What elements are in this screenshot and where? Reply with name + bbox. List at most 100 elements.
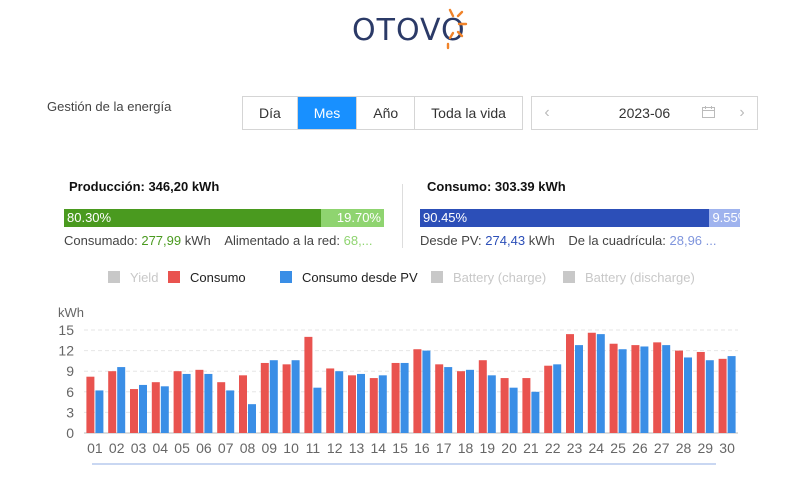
x-tick-label: 11 <box>306 440 321 456</box>
legend-item-battery-charge[interactable]: Battery (charge) <box>431 270 546 285</box>
production-self-consumed-segment: 80.30% <box>64 209 321 227</box>
x-tick-label: 08 <box>240 440 256 456</box>
grid-label: De la cuadrícula: <box>568 233 666 248</box>
bar-consumo <box>391 362 400 433</box>
consumption-title: Consumo: 303.39 kWh <box>427 179 566 194</box>
bar-consumo <box>544 365 553 433</box>
legend-item-battery-discharge[interactable]: Battery (discharge) <box>563 270 695 285</box>
chart-legend: Yield Consumo Consumo desde PV Battery (… <box>0 270 800 290</box>
legend-label: Consumo desde PV <box>302 270 418 285</box>
bar-consumo <box>369 378 378 433</box>
legend-label: Yield <box>130 270 159 285</box>
consumed-label: Consumado: <box>64 233 138 248</box>
bar-consumo <box>653 342 662 433</box>
bar-consumo-desde-pv <box>226 390 235 433</box>
bar-consumo-desde-pv <box>357 373 365 433</box>
chevron-left-icon[interactable]: ‹ <box>544 104 550 121</box>
x-tick-label: 24 <box>589 440 605 456</box>
consumption-bar: 90.45% 9.55% <box>420 209 740 227</box>
bar-consumo <box>522 378 531 433</box>
bar-consumo-desde-pv <box>531 391 540 433</box>
bar-consumo <box>326 368 335 433</box>
consumed-value: 277,99 <box>141 233 182 248</box>
bar-consumo <box>675 350 683 433</box>
bar-consumo-desde-pv <box>291 360 300 433</box>
x-tick-label: 21 <box>523 440 539 456</box>
x-tick-label: 01 <box>87 440 103 456</box>
x-tick-label: 04 <box>153 440 169 456</box>
tab-month[interactable]: Mes <box>296 97 357 129</box>
bar-consumo-desde-pv <box>662 345 671 433</box>
y-tick-label: 12 <box>58 343 74 359</box>
production-bar: 80.30% 19.70% <box>64 209 384 227</box>
bar-consumo-desde-pv <box>553 364 562 433</box>
bar-consumo <box>86 376 95 433</box>
x-tick-label: 28 <box>676 440 692 456</box>
divider <box>402 184 403 248</box>
bar-consumo <box>217 382 226 433</box>
legend-swatch <box>431 271 443 283</box>
y-axis-label: kWh <box>58 305 84 320</box>
y-tick-label: 9 <box>66 363 74 379</box>
chevron-right-icon[interactable]: › <box>739 104 745 121</box>
legend-item-consumo[interactable]: Consumo <box>168 270 246 285</box>
tab-day[interactable]: Día <box>243 97 297 129</box>
bar-consumo <box>587 332 596 433</box>
month-value: 2023-06 <box>618 105 671 121</box>
period-tabs: Día Mes Año Toda la vida <box>242 96 523 130</box>
bar-consumo <box>108 371 117 433</box>
x-tick-label: 22 <box>545 440 561 456</box>
legend-swatch <box>108 271 120 283</box>
month-picker[interactable]: ‹ 2023-06 › <box>531 96 758 130</box>
bar-consumo-desde-pv <box>400 362 409 433</box>
legend-label: Battery (discharge) <box>585 270 695 285</box>
production-details: Consumado: 277,99 kWh Alimentado a la re… <box>64 233 373 248</box>
legend-label: Battery (charge) <box>453 270 547 285</box>
bar-consumo-desde-pv <box>160 386 169 433</box>
consumed-unit: kWh <box>184 233 211 248</box>
x-tick-label: 26 <box>632 440 648 456</box>
brand-name: OTOVO <box>352 13 466 48</box>
bar-consumo-desde-pv <box>466 369 474 433</box>
x-tick-label: 29 <box>698 440 714 456</box>
bar-consumo-desde-pv <box>117 367 126 433</box>
bar-consumo-desde-pv <box>269 360 278 433</box>
tab-lifetime[interactable]: Toda la vida <box>414 97 522 129</box>
x-tick-label: 18 <box>458 440 474 456</box>
fed-value: 68,... <box>343 233 373 248</box>
bar-consumo <box>348 375 356 433</box>
legend-item-consumo-desde-pv[interactable]: Consumo desde PV <box>280 270 418 285</box>
legend-label: Consumo <box>190 270 246 285</box>
bar-consumo <box>500 378 509 433</box>
sun-logo-icon <box>446 8 468 50</box>
x-tick-label: 12 <box>327 440 343 456</box>
bar-consumo <box>696 351 705 433</box>
consumption-from-pv-segment: 90.45% <box>420 209 710 227</box>
legend-item-yield[interactable]: Yield <box>108 270 158 285</box>
consumption-details: Desde PV: 274,43 kWh De la cuadrícula: 2… <box>420 233 716 248</box>
legend-swatch <box>563 271 575 283</box>
from-pv-value: 274,43 <box>485 233 526 248</box>
bar-consumo <box>478 360 487 433</box>
bar-consumo-desde-pv <box>95 390 104 433</box>
x-tick-label: 15 <box>392 440 408 456</box>
bar-consumo-desde-pv <box>618 349 627 433</box>
bar-consumo-desde-pv <box>596 334 605 433</box>
x-tick-label: 27 <box>654 440 670 456</box>
tab-year[interactable]: Año <box>356 97 415 129</box>
bar-consumo <box>260 362 269 433</box>
bar-consumo <box>130 389 138 433</box>
bar-consumo <box>631 345 640 433</box>
x-tick-label: 25 <box>610 440 626 456</box>
bar-consumo <box>609 343 618 433</box>
bar-consumo-desde-pv <box>640 346 649 433</box>
x-tick-label: 23 <box>567 440 583 456</box>
calendar-icon[interactable] <box>702 106 715 118</box>
bar-consumo-desde-pv <box>509 387 518 433</box>
x-tick-label: 17 <box>436 440 452 456</box>
production-fed-segment: 19.70% <box>320 209 384 227</box>
bar-consumo-desde-pv <box>705 360 714 433</box>
from-pv-label: Desde PV: <box>420 233 482 248</box>
bar-consumo-desde-pv <box>204 373 213 433</box>
